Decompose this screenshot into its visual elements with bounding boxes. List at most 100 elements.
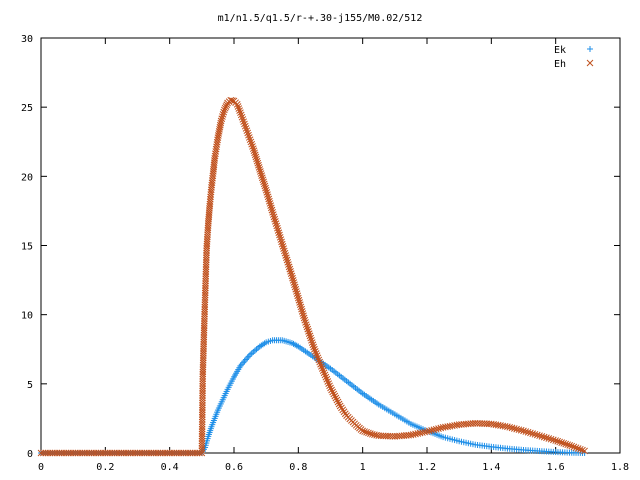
data-point	[291, 283, 299, 291]
data-point	[242, 125, 250, 132]
data-point	[198, 449, 206, 457]
data-point	[240, 359, 247, 366]
data-point	[564, 441, 572, 449]
legend-label: Ek	[554, 45, 566, 56]
x-tick-label: 1.2	[418, 462, 436, 473]
data-point	[304, 325, 312, 333]
data-point	[303, 323, 311, 331]
data-point	[198, 423, 206, 431]
data-point	[199, 394, 206, 402]
data-point	[277, 236, 285, 243]
data-point	[321, 371, 329, 379]
data-point	[283, 256, 291, 264]
data-point	[199, 404, 206, 411]
data-point	[363, 428, 370, 436]
data-point	[198, 418, 206, 426]
data-point	[318, 362, 325, 370]
data-point	[301, 316, 309, 324]
data-point	[250, 147, 258, 155]
data-point	[576, 445, 584, 453]
x-tick-label: 0.4	[161, 462, 179, 473]
data-point	[314, 354, 322, 362]
data-point	[264, 191, 271, 198]
data-point	[276, 233, 284, 241]
data-point	[275, 229, 283, 237]
data-point	[311, 345, 318, 353]
data-point	[244, 354, 251, 361]
data-point	[307, 334, 315, 342]
data-point	[257, 168, 264, 175]
data-point	[529, 430, 537, 437]
data-point	[199, 380, 207, 388]
data-point	[308, 336, 315, 344]
data-point	[278, 238, 285, 246]
data-point	[527, 429, 534, 437]
series-eh	[37, 96, 588, 457]
data-point	[293, 290, 301, 297]
data-point	[198, 447, 206, 454]
data-point	[367, 430, 374, 437]
data-point	[310, 343, 318, 351]
data-point	[552, 437, 560, 444]
data-point	[199, 399, 206, 407]
data-point	[283, 254, 290, 262]
data-point	[254, 159, 262, 167]
data-point	[315, 356, 323, 364]
data-point	[320, 369, 328, 377]
data-point	[550, 436, 557, 444]
data-point	[329, 388, 336, 396]
data-point	[276, 231, 283, 239]
data-point	[238, 113, 246, 121]
data-point	[361, 428, 368, 435]
data-point	[242, 356, 249, 363]
data-point	[524, 428, 532, 436]
data-point	[249, 143, 256, 150]
data-point	[291, 281, 298, 289]
data-point	[297, 303, 305, 311]
data-point	[199, 375, 207, 383]
data-point	[305, 328, 312, 335]
data-point	[306, 332, 314, 340]
data-point	[533, 431, 541, 439]
data-point	[547, 435, 555, 443]
data-point	[327, 384, 334, 392]
data-point	[556, 438, 564, 446]
data-point	[249, 145, 257, 153]
data-point	[581, 447, 588, 455]
data-point	[198, 444, 206, 452]
data-point	[298, 307, 306, 315]
data-point	[198, 432, 206, 440]
data-point	[198, 413, 206, 421]
data-point	[199, 377, 207, 385]
data-point	[245, 134, 253, 141]
data-point	[299, 310, 307, 317]
data-point	[198, 411, 206, 419]
data-point	[287, 270, 295, 278]
data-point	[323, 375, 331, 383]
data-point	[331, 392, 339, 400]
data-point	[258, 172, 266, 179]
data-point	[568, 442, 576, 450]
y-tick-label: 20	[21, 172, 33, 183]
data-point	[311, 348, 319, 355]
data-point	[540, 433, 548, 441]
data-point	[261, 182, 269, 190]
y-tick-label: 10	[21, 311, 33, 322]
chart-title: m1/n1.5/q1.5/r-+.30-j155/M0.02/512	[218, 13, 423, 24]
data-point	[199, 406, 206, 414]
x-tick-label: 0.2	[96, 462, 114, 473]
data-point	[198, 425, 206, 433]
data-point	[239, 116, 247, 123]
data-point	[267, 204, 275, 212]
data-point	[272, 220, 280, 228]
y-tick-label: 0	[27, 449, 33, 460]
data-point	[278, 240, 286, 248]
data-point	[198, 420, 206, 428]
data-point	[266, 200, 274, 207]
data-point	[294, 294, 302, 302]
data-point	[269, 211, 277, 218]
data-point	[198, 440, 206, 447]
data-point	[234, 103, 242, 110]
data-point	[274, 224, 281, 232]
data-point	[244, 129, 252, 137]
